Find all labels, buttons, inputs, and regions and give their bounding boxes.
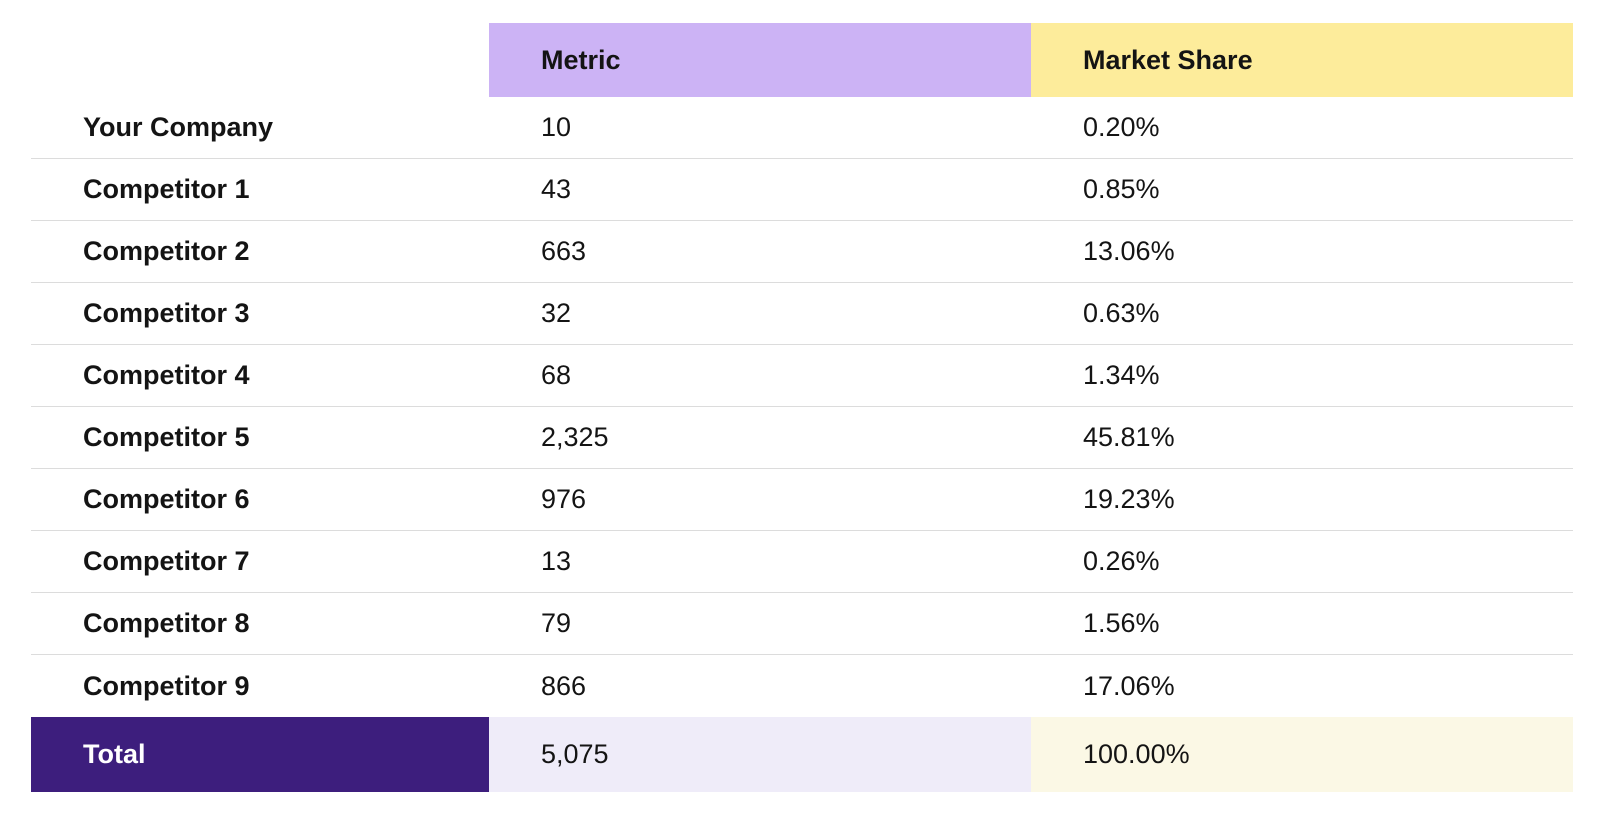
market-share-value-cell: 0.26% [1083, 546, 1160, 576]
metric-column-header: Metric [489, 23, 1031, 97]
market-share-value-cell: 13.06% [1083, 236, 1175, 266]
row-label-cell: Competitor 1 [83, 174, 250, 204]
metric-value-cell: 43 [541, 174, 572, 204]
market-share-value-cell: 1.56% [1083, 608, 1160, 638]
market-share-value-cell: 0.20% [1083, 112, 1160, 142]
total-market-share-cell: 100.00% [1031, 717, 1573, 792]
total-metric-cell: 5,075 [489, 717, 1031, 792]
metric-value-cell: 10 [541, 112, 572, 142]
market-share-value-cell: 0.63% [1083, 298, 1160, 328]
market-share-value-cell: 45.81% [1083, 422, 1175, 452]
market-share-value-cell: 19.23% [1083, 484, 1175, 514]
total-label-cell: Total [31, 717, 489, 792]
table-total-row: Total 5,075 100.00% [31, 717, 1573, 792]
metric-value-cell: 13 [541, 546, 572, 576]
market-share-column-header: Market Share [1031, 23, 1573, 97]
row-label-cell: Competitor 6 [83, 484, 250, 514]
metric-value-cell: 976 [541, 484, 587, 514]
table-header-row: Metric Market Share [31, 23, 1573, 97]
table-row: Competitor 6 976 19.23% [31, 469, 1573, 531]
table-row: Competitor 8 79 1.56% [31, 593, 1573, 655]
metric-value-cell: 663 [541, 236, 587, 266]
row-label-cell: Competitor 4 [83, 360, 250, 390]
table-row: Competitor 2 663 13.06% [31, 221, 1573, 283]
row-label-cell: Competitor 9 [83, 670, 250, 701]
table-row: Competitor 5 2,325 45.81% [31, 407, 1573, 469]
row-label-cell: Your Company [83, 112, 274, 142]
metric-value-cell: 79 [541, 608, 572, 638]
row-label-cell: Competitor 8 [83, 608, 250, 638]
market-share-value-cell: 0.85% [1083, 174, 1160, 204]
metric-value-cell: 32 [541, 298, 572, 328]
header-empty-cell [31, 23, 489, 97]
table-row: Competitor 7 13 0.26% [31, 531, 1573, 593]
table-row: Competitor 1 43 0.85% [31, 159, 1573, 221]
row-label-cell: Competitor 5 [83, 422, 250, 452]
table-row: Your Company 10 0.20% [31, 97, 1573, 159]
market-share-table: Metric Market Share Your Company 10 0.20… [31, 23, 1573, 792]
market-share-value-cell: 17.06% [1083, 670, 1175, 701]
market-share-value-cell: 1.34% [1083, 360, 1160, 390]
table-row: Competitor 4 68 1.34% [31, 345, 1573, 407]
row-label-cell: Competitor 2 [83, 236, 250, 266]
metric-value-cell: 68 [541, 360, 572, 390]
row-label-cell: Competitor 3 [83, 298, 250, 328]
row-label-cell: Competitor 7 [83, 546, 250, 576]
table-row: Competitor 3 32 0.63% [31, 283, 1573, 345]
table-row: Competitor 9 866 17.06% [31, 655, 1573, 717]
metric-value-cell: 866 [541, 670, 587, 701]
metric-value-cell: 2,325 [541, 422, 609, 452]
